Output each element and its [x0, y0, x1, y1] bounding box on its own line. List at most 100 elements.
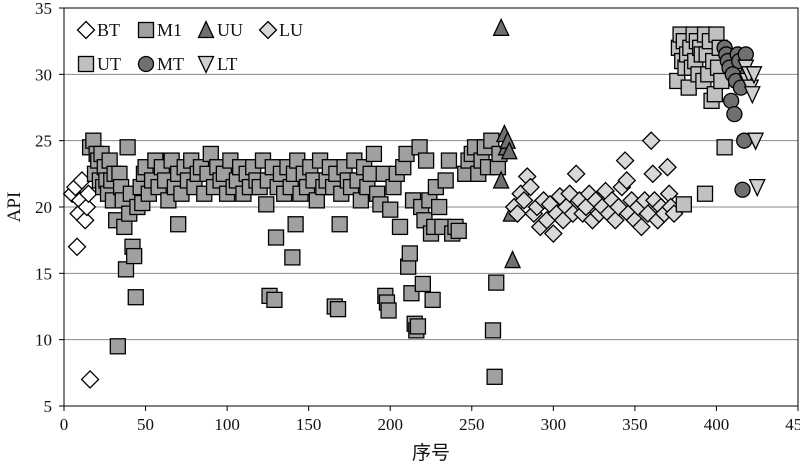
data-point: [641, 131, 661, 151]
data-point: [127, 289, 144, 306]
legend-label: MT: [157, 54, 184, 74]
x-tick-label: 200: [377, 415, 403, 434]
data-point: [401, 245, 418, 262]
data-point: [745, 66, 763, 85]
legend-marker: [197, 19, 215, 39]
data-point: [747, 132, 765, 151]
data-point: [450, 222, 467, 240]
x-tick-label: 100: [214, 415, 240, 434]
legend-label: UU: [217, 20, 243, 40]
legend-label: LU: [279, 20, 303, 40]
data-point: [258, 196, 275, 213]
data-point: [287, 216, 304, 233]
x-tick-label: 150: [296, 415, 322, 434]
legend: BT M1 UU LU UT MT LT: [76, 19, 303, 75]
x-tick-label: 250: [459, 415, 485, 434]
data-point: [424, 291, 441, 309]
x-tick-label: 0: [60, 415, 69, 434]
x-tick-label: 400: [704, 415, 730, 434]
x-axis-ticks: 0 50 100 150 200 250 300 350 400 450: [60, 406, 800, 434]
data-point: [80, 370, 100, 389]
x-tick-label: 50: [137, 415, 154, 434]
data-point: [696, 185, 714, 202]
data-point: [658, 157, 677, 177]
y-axis-label: API: [4, 192, 25, 223]
y-tick-label: 20: [35, 198, 52, 217]
data-point: [675, 196, 692, 213]
data-point: [331, 216, 348, 233]
data-point: [643, 164, 663, 184]
data-point: [417, 152, 435, 169]
data-point: [125, 247, 143, 265]
data-point: [543, 224, 563, 243]
series-bt: [62, 171, 100, 389]
legend-label: BT: [97, 20, 120, 40]
data-point: [117, 261, 135, 278]
legend-item: UU: [197, 19, 243, 40]
data-point: [566, 164, 586, 184]
x-tick-label: 450: [785, 415, 800, 434]
data-point: [722, 92, 740, 110]
data-point: [109, 338, 126, 355]
data-point: [615, 151, 635, 170]
legend-item: BT: [76, 20, 120, 40]
legend-label: UT: [97, 54, 121, 74]
x-tick-label: 300: [541, 415, 567, 434]
data-point: [267, 229, 285, 246]
data-point: [508, 204, 527, 224]
data-points: [62, 17, 766, 389]
data-point: [266, 291, 283, 309]
x-tick-label: 350: [622, 415, 648, 434]
legend-item: M1: [137, 20, 182, 40]
data-point: [409, 318, 427, 335]
data-point: [504, 250, 522, 269]
data-point: [734, 181, 751, 198]
legend-item: LU: [258, 20, 303, 40]
y-tick-label: 15: [35, 264, 52, 283]
data-point: [382, 201, 399, 218]
data-point: [437, 172, 454, 189]
data-point: [605, 210, 625, 230]
legend-marker: [137, 21, 155, 39]
data-point: [631, 217, 651, 237]
data-point: [431, 198, 448, 216]
data-point: [391, 218, 409, 236]
legend-label: LT: [217, 54, 237, 74]
legend-marker: [77, 55, 95, 73]
legend-item: MT: [137, 54, 184, 74]
data-point: [488, 274, 505, 291]
data-point: [67, 237, 87, 257]
data-point: [284, 249, 301, 266]
data-point: [521, 177, 540, 197]
data-point: [440, 152, 458, 169]
y-tick-label: 35: [35, 0, 52, 18]
series-ut: [669, 26, 733, 213]
data-point: [617, 171, 637, 190]
data-point: [486, 368, 503, 385]
data-point: [380, 302, 397, 319]
data-point: [365, 145, 383, 163]
data-point: [329, 301, 347, 318]
legend-marker: [76, 20, 96, 40]
legend-item: LT: [197, 54, 237, 75]
data-point: [119, 139, 136, 156]
data-point: [726, 105, 743, 123]
data-point: [79, 184, 98, 204]
legend-marker: [197, 55, 215, 75]
data-point: [514, 190, 534, 210]
data-point: [500, 141, 518, 160]
y-tick-label: 30: [35, 65, 52, 84]
series-lu: [504, 131, 684, 243]
legend-marker: [137, 55, 155, 73]
x-axis-label: 序号: [412, 442, 450, 464]
series-m1: [81, 132, 508, 385]
legend-item: UT: [77, 54, 121, 74]
data-point: [743, 86, 761, 105]
data-point: [77, 197, 97, 217]
data-point: [492, 17, 510, 37]
y-tick-label: 5: [44, 397, 53, 416]
data-point: [414, 275, 431, 293]
legend-label: M1: [157, 20, 182, 40]
legend-marker: [258, 20, 278, 40]
